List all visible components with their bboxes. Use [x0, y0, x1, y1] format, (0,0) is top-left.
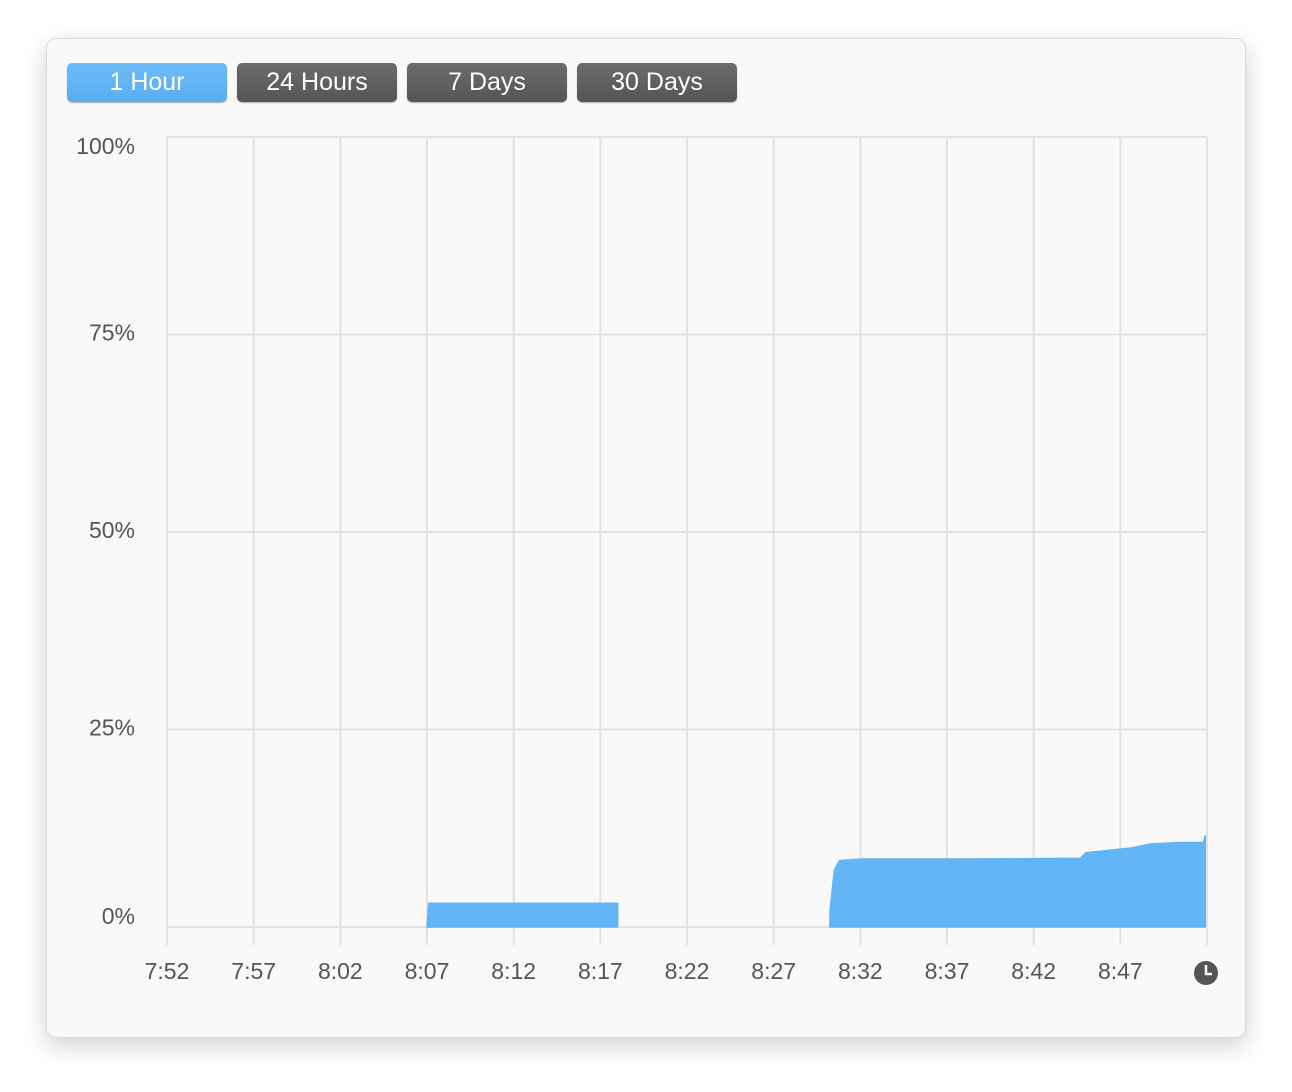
y-tick-label: 50%: [89, 517, 135, 543]
area: [426, 902, 619, 928]
range-button[interactable]: 7 Days: [407, 63, 567, 102]
range-button[interactable]: 30 Days: [577, 63, 737, 102]
range-button[interactable]: 24 Hours: [237, 63, 397, 102]
x-tick-label: 8:12: [491, 958, 536, 984]
x-tick-label: 8:02: [318, 958, 363, 984]
range-button[interactable]: 1 Hour: [67, 63, 227, 102]
x-tick-label: 8:17: [578, 958, 623, 984]
x-tick-label: 8:37: [925, 958, 970, 984]
y-tick-label: 25%: [89, 715, 135, 741]
y-tick-label: 75%: [89, 320, 135, 346]
y-tick-label: 0%: [102, 903, 135, 929]
x-tick-label: 8:42: [1011, 958, 1056, 984]
clock-icon: [1194, 961, 1218, 985]
x-tick-label: 7:57: [231, 958, 276, 984]
x-tick-label: 7:52: [145, 958, 190, 984]
x-tick-label: 8:27: [751, 958, 796, 984]
x-tick-label: 8:22: [665, 958, 710, 984]
x-tick-label: 8:47: [1098, 958, 1143, 984]
x-tick-label: 8:32: [838, 958, 883, 984]
window: 1 Hour 24 Hours 7 Days 30 Days: [46, 38, 1246, 1038]
x-tick-label: 8:07: [405, 958, 450, 984]
y-tick-label: 100%: [76, 133, 135, 159]
area: [829, 835, 1207, 928]
